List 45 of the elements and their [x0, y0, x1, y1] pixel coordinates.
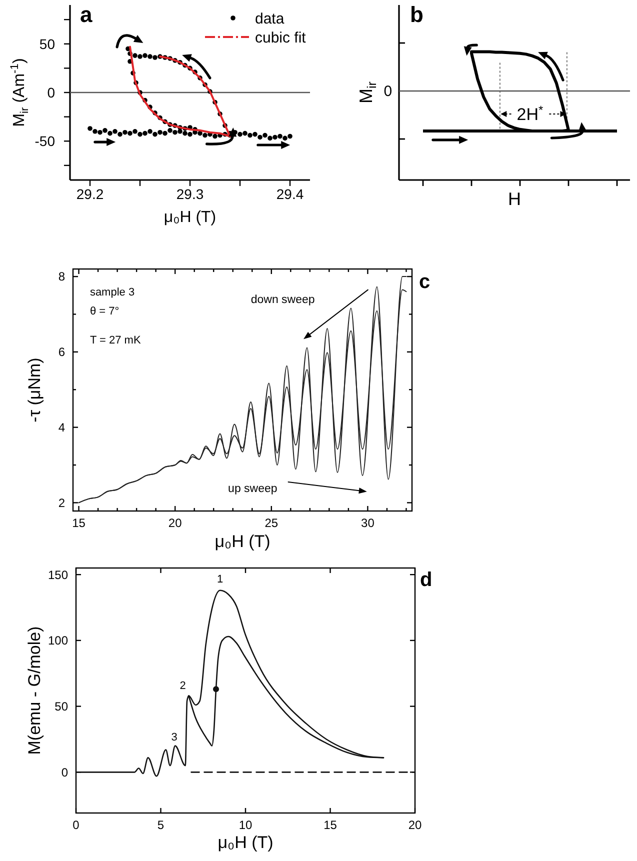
chart-title: a [80, 2, 93, 27]
y-tick-label: -50 [34, 133, 56, 150]
annotation: 1 [217, 573, 224, 586]
chart-title: c [419, 271, 430, 293]
legend-label: data [255, 10, 285, 28]
text: 0 [384, 83, 392, 100]
annotation: sample 3 [90, 286, 135, 299]
annotation: T = 27 mK [90, 334, 142, 346]
y-tick-label: 6 [58, 345, 66, 360]
x-tick-label: 29.2 [76, 186, 104, 202]
y-tick-label: 50 [54, 700, 68, 714]
y-tick-label: 4 [58, 420, 66, 435]
y-tick-label: 150 [48, 568, 68, 582]
x-tick-label: 5 [157, 818, 164, 832]
annotation: 3 [171, 731, 178, 744]
x-tick-label: 0 [72, 818, 80, 832]
annotation: 2 [180, 680, 186, 692]
annotation: up sweep [228, 483, 278, 496]
x-axis-title: μ₀H (T) [214, 532, 270, 551]
y-tick-label: 0 [47, 84, 56, 100]
y-axis-title: M(emu - G/mole) [25, 626, 44, 755]
text: b [410, 2, 424, 27]
x-tick-label: 15 [72, 516, 86, 530]
annotation: down sweep [250, 294, 315, 306]
x-axis-title: μ₀H (T) [164, 209, 216, 226]
x-tick-label: 20 [408, 818, 422, 832]
x-tick-label: 10 [238, 818, 252, 832]
annotation: θ = 7° [90, 306, 120, 318]
y-tick-label: 50 [39, 36, 56, 52]
legend-label: cubic fit [255, 29, 307, 46]
y-tick-label: 2 [58, 496, 66, 510]
x-tick-label: 20 [168, 516, 182, 530]
y-axis-title: -τ (μNm) [25, 358, 44, 422]
x-tick-label: 29.3 [176, 186, 204, 202]
y-tick-label: 8 [58, 270, 66, 284]
x-tick-label: 29.4 [276, 186, 304, 202]
x-tick-label: 30 [361, 516, 375, 530]
y-tick-label: 100 [48, 634, 68, 648]
x-tick-label: 25 [264, 516, 278, 530]
text: 2H$^{*}$ [516, 102, 544, 124]
chart-title: d [420, 569, 432, 591]
text: H [508, 189, 521, 209]
y-tick-label: 0 [61, 765, 68, 780]
x-tick-label: 15 [324, 818, 338, 832]
x-axis-title: μ₀H (T) [218, 833, 274, 852]
